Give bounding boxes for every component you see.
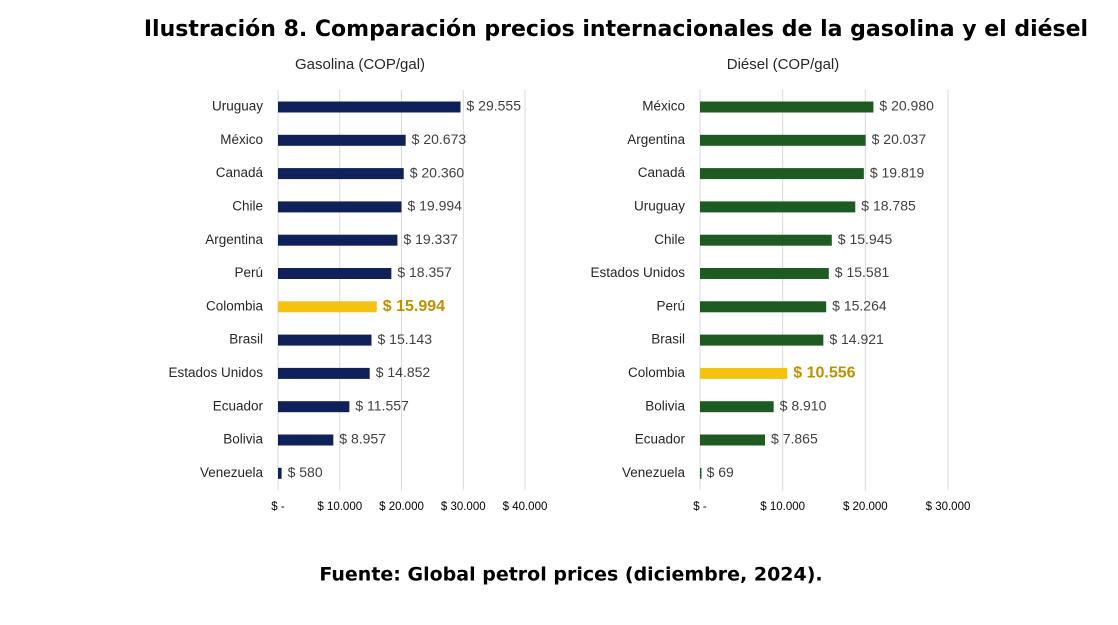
x-tick-label: $ - (271, 501, 285, 513)
y-tick-label: Estados Unidos (168, 365, 263, 380)
value-label: $ 14.921 (829, 331, 884, 347)
value-label: $ 20.673 (412, 131, 467, 147)
x-tick-label: $ - (693, 501, 707, 513)
y-tick-label: Ecuador (635, 432, 686, 447)
value-label: $ 19.337 (403, 231, 458, 247)
value-label: $ 15.945 (838, 231, 893, 247)
bar (278, 134, 406, 146)
x-tick-label: $ 30.000 (926, 501, 971, 513)
bar (700, 401, 774, 413)
x-tick-label: $ 10.000 (760, 501, 805, 513)
x-tick-label: $ 20.000 (379, 501, 424, 513)
y-tick-label: México (642, 99, 685, 114)
y-tick-label: Bolivia (223, 432, 263, 447)
y-tick-label: Perú (234, 265, 263, 280)
value-label: $ 18.357 (397, 264, 452, 280)
value-label: $ 7.865 (771, 431, 818, 447)
value-label: $ 20.980 (879, 98, 934, 114)
y-tick-label: Chile (232, 198, 263, 213)
value-label: $ 15.143 (378, 331, 433, 347)
chart-title: Ilustración 8. Comparación precios inter… (144, 17, 1088, 42)
y-tick-label: Bolivia (645, 398, 685, 413)
bar (278, 201, 402, 213)
y-tick-label: Colombia (628, 365, 686, 380)
bar (278, 367, 370, 379)
value-label: $ 19.819 (870, 164, 925, 180)
bar (700, 234, 832, 246)
bar (700, 201, 856, 213)
y-tick-label: Canadá (638, 165, 686, 180)
bar (700, 134, 866, 146)
value-label: $ 8.910 (780, 397, 827, 413)
value-label: $ 15.994 (383, 298, 445, 315)
bar (278, 234, 398, 246)
y-tick-label: Canadá (216, 165, 264, 180)
value-label: $ 15.581 (835, 264, 890, 280)
bar (278, 467, 282, 479)
y-tick-label: Brasil (651, 332, 685, 347)
value-label: $ 20.037 (872, 131, 927, 147)
y-tick-label: México (220, 132, 263, 147)
y-tick-label: Venezuela (622, 465, 686, 480)
x-tick-label: $ 20.000 (843, 501, 888, 513)
value-label: $ 69 (707, 464, 734, 480)
bar (700, 168, 864, 180)
value-label: $ 19.994 (407, 198, 462, 214)
bar (700, 467, 702, 479)
value-label: $ 20.360 (410, 164, 465, 180)
y-tick-label: Argentina (627, 132, 685, 147)
x-tick-label: $ 10.000 (317, 501, 362, 513)
source-note: Fuente: Global petrol prices (diciembre,… (319, 564, 822, 586)
value-label: $ 14.852 (376, 364, 431, 380)
y-tick-label: Perú (656, 298, 685, 313)
bar (278, 434, 334, 446)
bar (278, 401, 350, 413)
y-tick-label: Uruguay (634, 198, 685, 213)
value-label: $ 18.785 (861, 198, 916, 214)
y-tick-label: Estados Unidos (590, 265, 685, 280)
bar (700, 434, 766, 446)
y-tick-label: Ecuador (213, 398, 264, 413)
bar (700, 334, 824, 346)
bar (278, 301, 377, 313)
value-label: $ 11.557 (355, 397, 409, 413)
y-tick-label: Uruguay (212, 99, 263, 114)
y-tick-label: Colombia (206, 298, 264, 313)
value-label: $ 8.957 (339, 431, 386, 447)
x-tick-label: $ 40.000 (503, 501, 548, 513)
y-tick-label: Chile (654, 232, 685, 247)
value-label: $ 15.264 (832, 298, 887, 314)
value-label: $ 29.555 (467, 98, 522, 114)
x-tick-label: $ 30.000 (441, 501, 486, 513)
chart-subtitle: Diésel (COP/gal) (727, 56, 840, 73)
bar (700, 367, 788, 379)
bar (700, 101, 874, 113)
y-tick-label: Venezuela (200, 465, 264, 480)
y-tick-label: Brasil (229, 332, 263, 347)
value-label: $ 10.556 (793, 365, 855, 382)
bar (278, 334, 372, 346)
bar (700, 268, 829, 279)
bar (278, 168, 404, 180)
bar (278, 101, 461, 113)
chart-subtitle: Gasolina (COP/gal) (295, 56, 425, 73)
bar (278, 268, 392, 279)
y-tick-label: Argentina (205, 232, 263, 247)
bar (700, 301, 827, 313)
value-label: $ 580 (288, 464, 323, 480)
